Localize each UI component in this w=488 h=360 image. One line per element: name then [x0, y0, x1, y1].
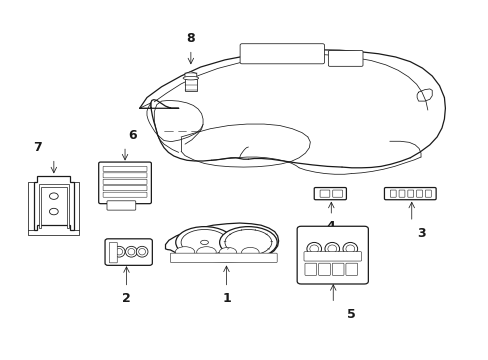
- Ellipse shape: [49, 193, 58, 199]
- FancyBboxPatch shape: [304, 252, 361, 261]
- Ellipse shape: [49, 208, 58, 215]
- FancyBboxPatch shape: [305, 263, 316, 275]
- FancyBboxPatch shape: [416, 190, 422, 197]
- Ellipse shape: [128, 248, 135, 255]
- Text: 5: 5: [346, 309, 355, 321]
- Ellipse shape: [309, 245, 318, 253]
- Ellipse shape: [327, 245, 336, 253]
- FancyBboxPatch shape: [103, 173, 147, 178]
- FancyBboxPatch shape: [103, 186, 147, 191]
- FancyBboxPatch shape: [407, 190, 413, 197]
- Polygon shape: [184, 72, 196, 79]
- Ellipse shape: [345, 245, 354, 253]
- Polygon shape: [39, 184, 69, 228]
- Ellipse shape: [175, 226, 233, 258]
- FancyBboxPatch shape: [320, 190, 329, 197]
- Polygon shape: [165, 223, 278, 262]
- FancyBboxPatch shape: [332, 190, 342, 197]
- FancyBboxPatch shape: [314, 188, 346, 200]
- FancyBboxPatch shape: [103, 179, 147, 184]
- Ellipse shape: [325, 242, 339, 255]
- FancyBboxPatch shape: [105, 239, 152, 265]
- Ellipse shape: [219, 226, 277, 258]
- FancyBboxPatch shape: [318, 263, 330, 275]
- Ellipse shape: [196, 247, 216, 257]
- Polygon shape: [184, 79, 196, 91]
- FancyBboxPatch shape: [398, 190, 404, 197]
- Ellipse shape: [136, 246, 148, 257]
- Ellipse shape: [116, 248, 122, 255]
- Text: 7: 7: [33, 141, 41, 154]
- FancyBboxPatch shape: [99, 162, 151, 204]
- FancyBboxPatch shape: [107, 201, 136, 210]
- Ellipse shape: [175, 247, 194, 257]
- FancyBboxPatch shape: [389, 190, 395, 197]
- Ellipse shape: [139, 248, 145, 255]
- FancyBboxPatch shape: [170, 253, 277, 262]
- Ellipse shape: [224, 229, 271, 255]
- FancyBboxPatch shape: [425, 190, 430, 197]
- Text: 2: 2: [122, 292, 131, 305]
- Text: 4: 4: [326, 220, 335, 233]
- Ellipse shape: [306, 242, 321, 255]
- Ellipse shape: [113, 246, 125, 257]
- FancyBboxPatch shape: [297, 226, 367, 284]
- FancyBboxPatch shape: [103, 192, 147, 197]
- FancyBboxPatch shape: [328, 50, 362, 66]
- Ellipse shape: [181, 229, 227, 255]
- FancyBboxPatch shape: [103, 166, 147, 171]
- Polygon shape: [34, 176, 74, 230]
- Ellipse shape: [183, 76, 198, 80]
- Text: 8: 8: [186, 32, 195, 45]
- FancyBboxPatch shape: [345, 263, 357, 275]
- FancyBboxPatch shape: [384, 188, 435, 200]
- Text: 6: 6: [128, 129, 136, 142]
- Ellipse shape: [200, 240, 208, 244]
- Text: 1: 1: [222, 292, 230, 305]
- Text: 3: 3: [416, 226, 425, 240]
- FancyBboxPatch shape: [331, 263, 343, 275]
- FancyBboxPatch shape: [240, 44, 324, 64]
- FancyBboxPatch shape: [109, 242, 117, 263]
- Ellipse shape: [125, 246, 137, 257]
- Ellipse shape: [241, 247, 259, 257]
- Ellipse shape: [219, 247, 236, 257]
- Ellipse shape: [342, 242, 357, 255]
